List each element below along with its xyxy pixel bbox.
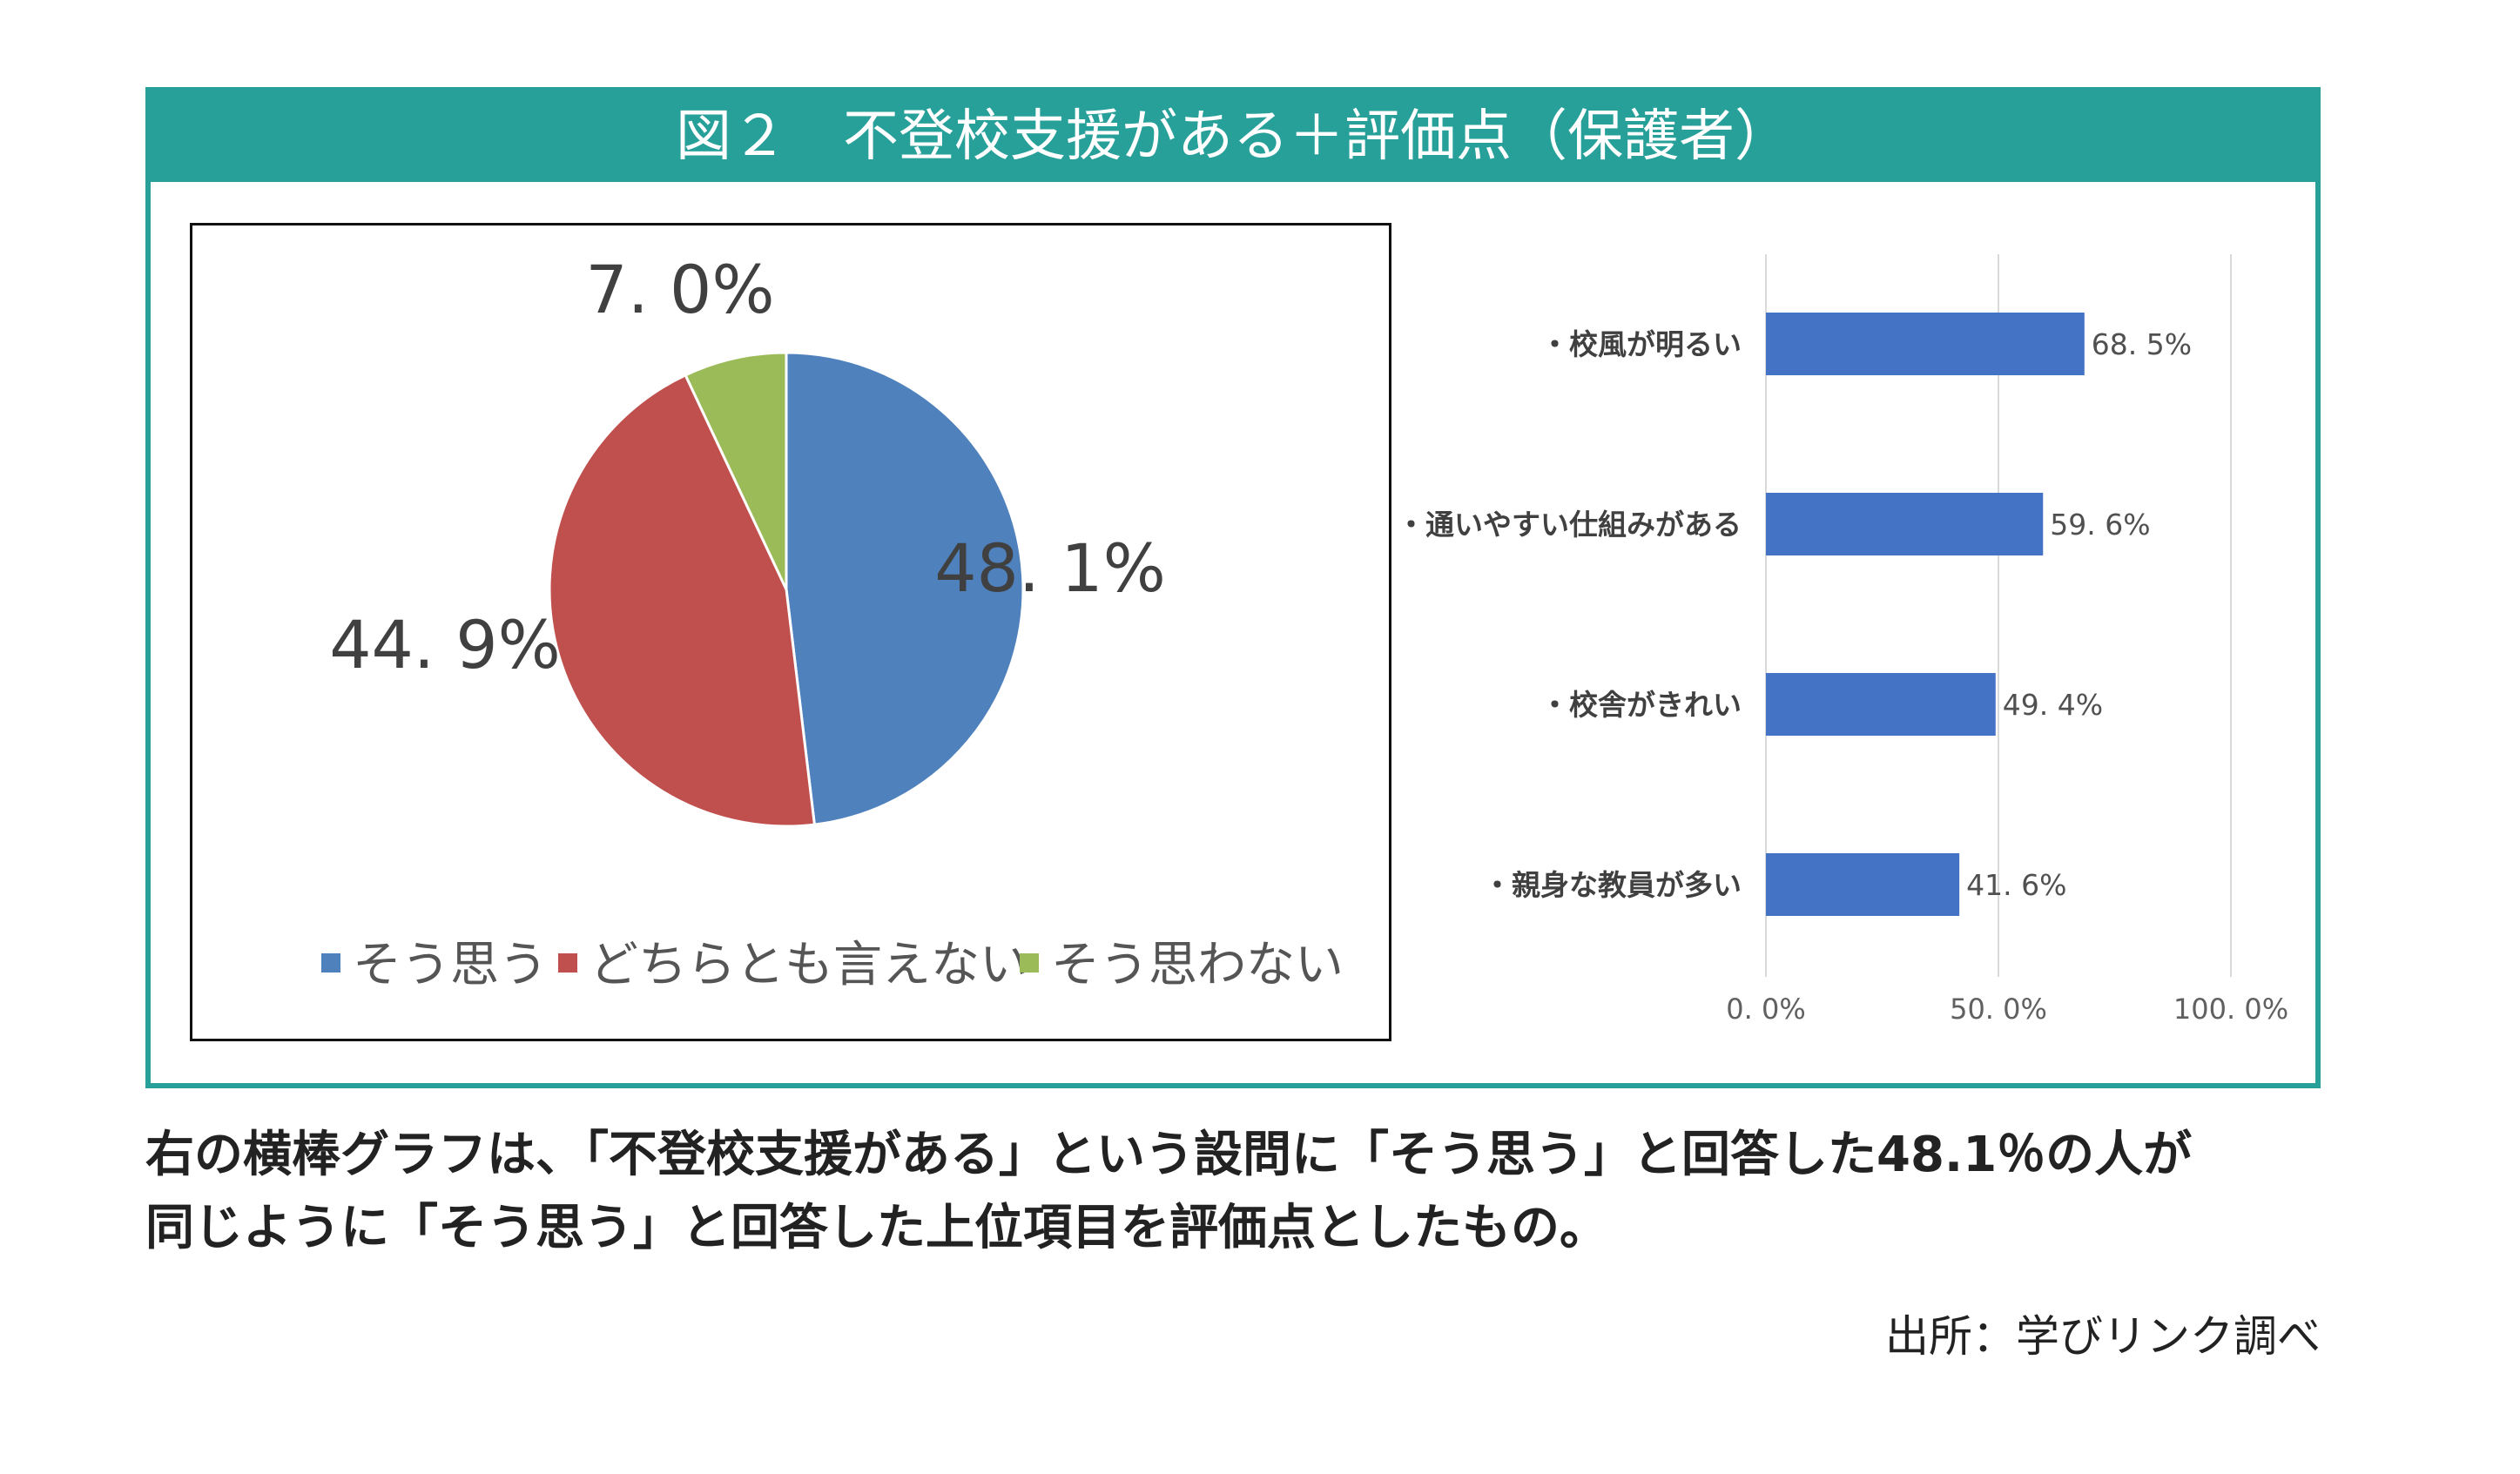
x-tick-label: 0. 0% [1726, 993, 1805, 1026]
legend-swatch [1020, 953, 1039, 973]
legend-entry: どちらとも言えない [590, 937, 1028, 993]
x-tick-label: 50. 0% [1950, 993, 2047, 1026]
bar [1766, 313, 2085, 375]
pie-slice [785, 351, 1025, 826]
bar [1766, 673, 1996, 736]
y-category-label: ・校舎がきれい [1540, 688, 1742, 722]
y-category-label: ・通いやすい仕組みがある [1397, 508, 1742, 542]
pie-chart-frame: 48. 1% 44. 9% 7. 0% そう思う どちらとも言えない そう思わない [190, 223, 1391, 1041]
figure-title: 図２ 不登校支援がある＋評価点（保護者） [151, 92, 2315, 182]
pie-slice [548, 373, 817, 828]
pie-chart: 48. 1% 44. 9% 7. 0% そう思う どちらとも言えない そう思わない [321, 251, 1344, 993]
y-category-label: ・親身な教員が多い [1483, 868, 1742, 902]
bar-value-label: 41. 6% [1966, 868, 2066, 902]
pie-slice-label: 48. 1% [934, 529, 1166, 607]
caption: 右の横棒グラフは、「不登校支援がある」という設問に「そう思う」と回答した48.1… [145, 1119, 2321, 1265]
bar-chart: 0. 0% 50. 0% 100. 0% ・校風が明るい 68. 5% ・通いやすい仕組み… [1397, 254, 2288, 1026]
x-tick-label: 100. 0% [2173, 993, 2288, 1026]
legend-entry: そう思う [353, 937, 548, 993]
bar-value-label: 68. 5% [2092, 327, 2192, 361]
pie-slice-label: 44. 9% [329, 606, 561, 683]
bar [1766, 493, 2044, 555]
bar [1766, 853, 1960, 916]
pie-slice [684, 351, 788, 590]
legend-swatch [321, 953, 340, 973]
caption-line-1: 右の横棒グラフは、「不登校支援がある」という設問に「そう思う」と回答した48.1… [145, 1127, 2193, 1183]
bar-value-label: 59. 6% [2050, 508, 2150, 542]
source-note: 出所：学びリンク調べ [1885, 1311, 2321, 1362]
legend-swatch [558, 953, 577, 973]
caption-line-2: 同じように「そう思う」と回答した上位項目を評価点としたもの。 [145, 1200, 1608, 1256]
pie-slice-label: 7. 0% [585, 251, 774, 328]
legend-entry: そう思わない [1051, 937, 1344, 993]
y-category-label: ・校風が明るい [1540, 327, 1742, 361]
bar-value-label: 49. 4% [2003, 688, 2103, 722]
